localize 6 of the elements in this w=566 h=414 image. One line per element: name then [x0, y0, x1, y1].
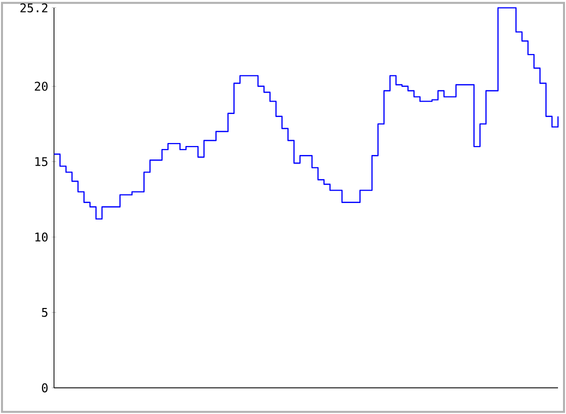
y-tick-label: 0 [42, 383, 48, 392]
y-tick-label: 5 [42, 308, 48, 317]
y-tick-label: 20 [34, 82, 48, 91]
y-tick-label: 15 [35, 157, 48, 166]
y-tick-label: 10 [35, 232, 48, 242]
y-tick-label: 25.2 [20, 3, 48, 12]
